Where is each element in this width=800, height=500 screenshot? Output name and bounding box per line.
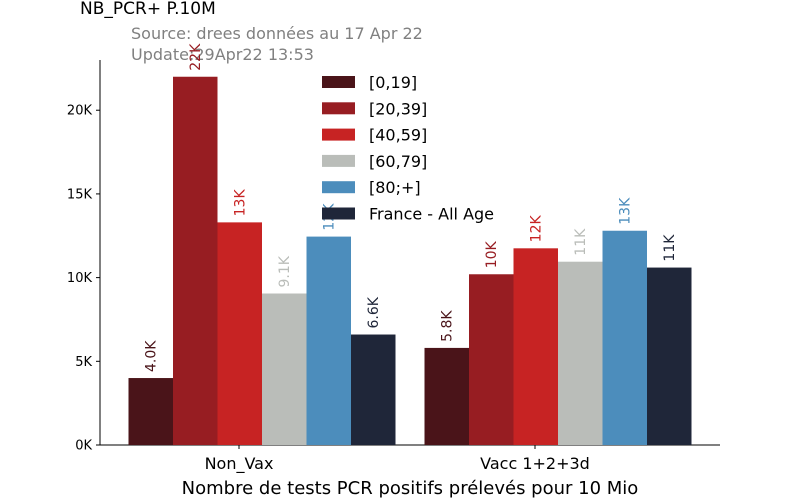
legend: [0,19] [20,39] [40,59] [60,79] [80;+] France … bbox=[322, 73, 494, 224]
legend-label: [60,79] bbox=[369, 152, 427, 171]
y-tick-label: 10K bbox=[67, 271, 93, 286]
bar bbox=[558, 261, 603, 445]
data-label: 22K bbox=[188, 43, 204, 71]
bar bbox=[424, 347, 469, 445]
y-tick-label: 5K bbox=[75, 355, 92, 370]
data-label: 6.6K bbox=[366, 296, 382, 328]
data-label: 11K bbox=[573, 228, 589, 256]
chart-subtitle-update: Update:29Apr22 13:53 bbox=[131, 45, 314, 64]
x-tick-label: Non_Vax bbox=[205, 454, 274, 474]
plot-area: 0K 5K 10K 15K 20K 4.0K 22K 13K 9.1K 12K 6.6K Non_Va… bbox=[67, 43, 720, 474]
legend-label: France - All Age bbox=[369, 205, 494, 224]
data-label: 13K bbox=[233, 189, 249, 217]
y-tick-label: 0K bbox=[75, 439, 92, 454]
data-label: 9.1K bbox=[277, 255, 293, 287]
data-label: 4.0K bbox=[144, 340, 160, 372]
data-label: 10K bbox=[484, 240, 500, 268]
legend-swatch bbox=[322, 207, 355, 220]
bar bbox=[351, 334, 396, 445]
y-tick-label: 20K bbox=[67, 104, 93, 119]
bar bbox=[602, 230, 647, 445]
chart-subtitle-source: Source: drees données au 17 Apr 22 bbox=[131, 24, 423, 43]
legend-swatch bbox=[322, 154, 355, 167]
bar bbox=[513, 248, 558, 445]
data-label: 11K bbox=[662, 234, 678, 262]
bar bbox=[128, 378, 173, 445]
legend-swatch bbox=[322, 76, 355, 88]
legend-label: [20,39] bbox=[369, 99, 427, 118]
data-label: 13K bbox=[618, 197, 634, 225]
data-label: 5.8K bbox=[440, 310, 456, 342]
legend-label: [0,19] bbox=[369, 73, 417, 92]
x-tick-label: Vacc 1+2+3d bbox=[480, 454, 590, 473]
chart-title: NB_PCR+ P.10M bbox=[80, 0, 216, 19]
bar bbox=[262, 293, 307, 445]
legend-label: [80;+] bbox=[369, 178, 421, 197]
y-tick-label: 15K bbox=[67, 187, 93, 202]
bar bbox=[173, 76, 218, 445]
bar bbox=[306, 236, 351, 445]
bar bbox=[217, 222, 262, 445]
legend-swatch bbox=[322, 181, 355, 194]
x-axis-label: Nombre de tests PCR positifs prélevés po… bbox=[182, 478, 639, 499]
data-label: 12K bbox=[529, 215, 545, 243]
bar bbox=[647, 267, 692, 445]
bar bbox=[469, 274, 514, 445]
legend-swatch bbox=[322, 102, 355, 115]
legend-label: [40,59] bbox=[369, 126, 427, 145]
legend-swatch bbox=[322, 128, 355, 141]
